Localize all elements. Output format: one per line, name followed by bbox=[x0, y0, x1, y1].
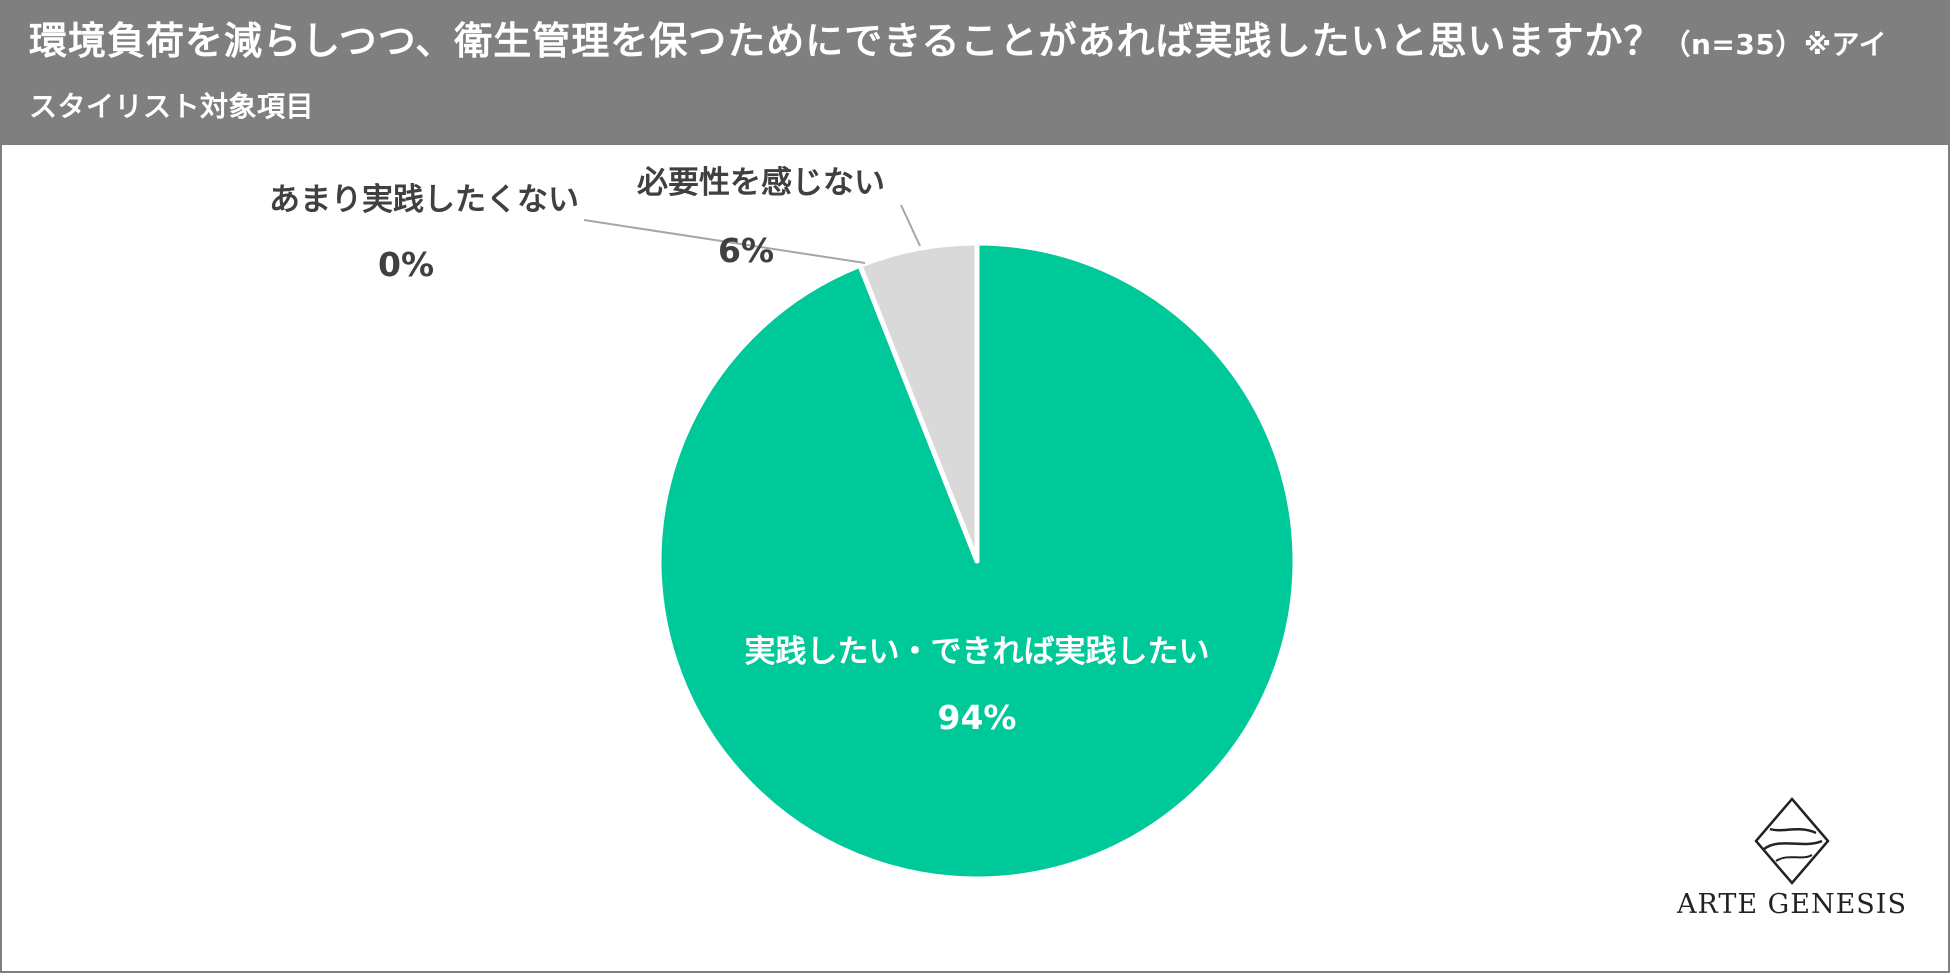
pie-slice bbox=[857, 240, 980, 564]
slice-label: 実践したい・できれば実践したい bbox=[745, 634, 1210, 670]
leader-line bbox=[900, 204, 921, 247]
slice-value-label: 6% bbox=[718, 231, 774, 270]
diamond-wave-icon bbox=[1754, 797, 1830, 885]
slice-label: あまり実践したくない bbox=[269, 182, 579, 218]
slice-value-label: 94% bbox=[938, 698, 1017, 737]
logo: ARTE GENESIS bbox=[1672, 797, 1912, 927]
header-bar: 環境負荷を減らしつつ、衛生管理を保つためにできることがあれば実践したいと思います… bbox=[2, 2, 1948, 145]
slice-value-label: 0% bbox=[378, 245, 434, 284]
title-text: 環境負荷を減らしつつ、衛生管理を保つためにできることがあれば実践したいと思います… bbox=[29, 19, 1663, 63]
chart-title: 環境負荷を減らしつつ、衛生管理を保つためにできることがあれば実践したいと思います… bbox=[29, 12, 1909, 136]
leader-line bbox=[583, 219, 866, 264]
slice-label: 必要性を感じない bbox=[637, 165, 885, 201]
logo-text: ARTE GENESIS bbox=[1677, 889, 1907, 920]
chart-subtitle: （n=35）※アイスタイリスト対象項目 bbox=[29, 28, 1888, 123]
